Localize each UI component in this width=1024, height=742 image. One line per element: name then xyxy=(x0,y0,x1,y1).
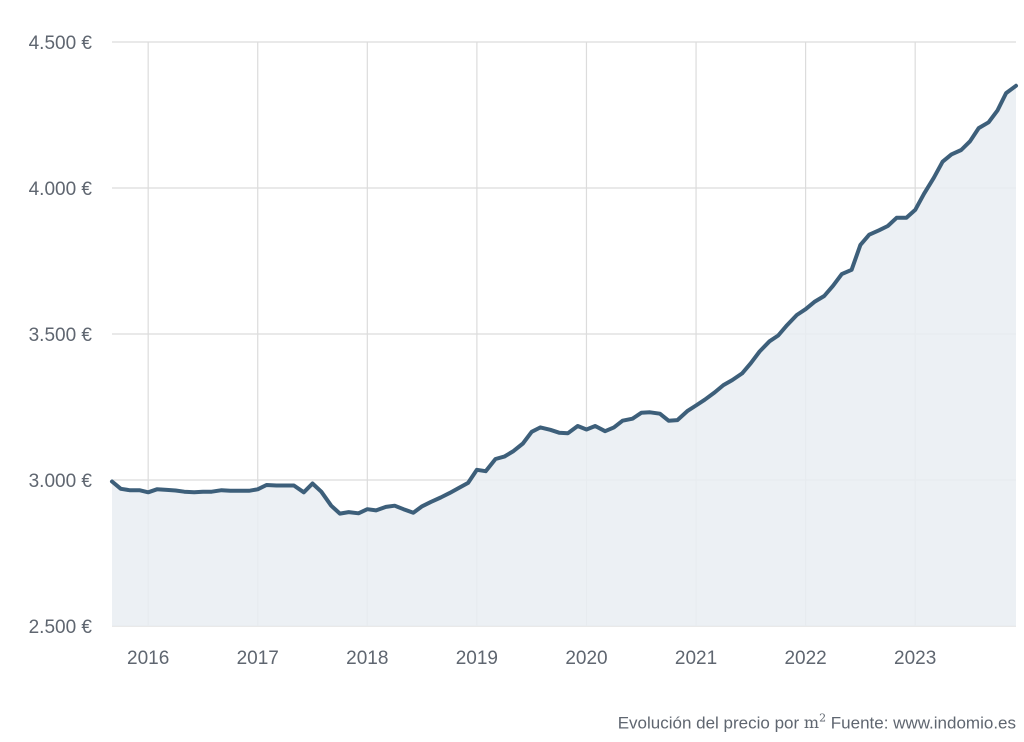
y-axis-tick-labels: 4.500 € 4.000 € 3.500 € 3.000 € 2.500 € xyxy=(29,33,93,638)
y-tick-label-0: 4.500 € xyxy=(29,33,93,54)
y-tick-label-2: 3.500 € xyxy=(29,325,93,346)
x-tick-label-4: 2020 xyxy=(565,648,607,669)
x-tick-label-7: 2023 xyxy=(894,648,936,669)
y-tick-label-4: 2.500 € xyxy=(29,617,93,638)
x-tick-label-5: 2021 xyxy=(675,648,717,669)
caption-unit: m2 xyxy=(803,712,827,733)
x-tick-label-6: 2022 xyxy=(784,648,826,669)
x-tick-label-3: 2019 xyxy=(456,648,498,669)
y-tick-label-3: 3.000 € xyxy=(29,471,93,492)
caption-unit-base: m xyxy=(803,713,820,733)
chart-caption: Evolución del precio por m2 Fuente: www.… xyxy=(618,712,1016,733)
caption-text: Evolución del precio por xyxy=(617,713,800,733)
x-tick-label-2: 2018 xyxy=(346,648,388,669)
price-line xyxy=(110,83,1018,516)
x-tick-label-0: 2016 xyxy=(127,648,169,669)
x-tick-label-1: 2017 xyxy=(237,648,279,669)
caption-source: Fuente: www.indomio.es xyxy=(830,713,1016,733)
price-area-fill xyxy=(112,85,1016,627)
caption-unit-exponent: 2 xyxy=(819,712,827,725)
x-axis-tick-labels: 2016 2017 2018 2019 2020 2021 2022 2023 xyxy=(127,648,936,669)
y-tick-label-1: 4.000 € xyxy=(29,179,93,200)
